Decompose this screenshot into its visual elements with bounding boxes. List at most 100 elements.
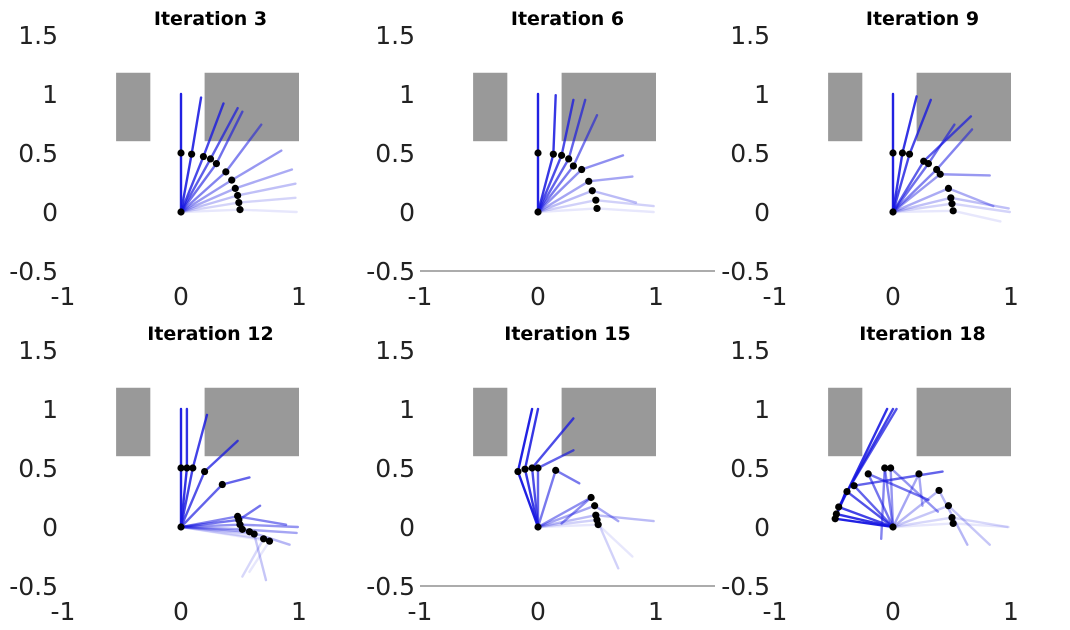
chart-panel-6: Iteration 18 -0.5 0 0.5 1 1.5 -1 0 1 bbox=[721, 323, 1019, 626]
elbow-joint bbox=[944, 502, 953, 510]
arm-link-2 bbox=[917, 472, 924, 507]
y-tick-label: 0.5 bbox=[375, 139, 415, 168]
x-tick-label: -1 bbox=[51, 282, 76, 311]
y-tick-label: 0 bbox=[399, 513, 415, 542]
arm-link-1 bbox=[179, 162, 218, 214]
y-tick-label: 0 bbox=[42, 513, 58, 542]
elbow-joint bbox=[250, 530, 258, 538]
arm-link-1 bbox=[536, 504, 596, 529]
arm-link-2 bbox=[234, 168, 294, 190]
base-joint bbox=[534, 208, 542, 216]
x-tick-label: 0 bbox=[173, 282, 189, 311]
elbow-joint bbox=[585, 177, 593, 185]
arm-link-2 bbox=[202, 102, 225, 158]
arm-link-1 bbox=[536, 164, 575, 214]
y-tick-label: 0.5 bbox=[18, 139, 58, 168]
arm-link-2 bbox=[580, 154, 625, 171]
elbow-joint bbox=[887, 464, 895, 472]
y-tick-label: 0 bbox=[754, 513, 770, 542]
arm-link-1 bbox=[536, 514, 598, 529]
y-tick-label: 0.5 bbox=[18, 454, 58, 483]
elbow-joint bbox=[843, 488, 851, 496]
elbow-joint bbox=[594, 521, 602, 529]
y-tick-label: 1 bbox=[42, 395, 58, 424]
elbow-joint bbox=[558, 151, 566, 159]
arm-link-2 bbox=[554, 469, 581, 485]
arm-link-1 bbox=[179, 170, 228, 214]
elbow-joint bbox=[201, 467, 209, 476]
arm-link-1 bbox=[179, 483, 224, 529]
obstacle-rect bbox=[561, 387, 656, 457]
elbow-joint bbox=[260, 535, 268, 543]
arm-link-2 bbox=[596, 523, 634, 558]
arm-link-1 bbox=[891, 152, 911, 214]
elbow-joint bbox=[534, 149, 542, 157]
elbow-joint bbox=[534, 464, 542, 472]
elbow-joint bbox=[905, 150, 914, 158]
arm-link-2 bbox=[889, 466, 940, 513]
obstacle-rect bbox=[828, 72, 863, 142]
elbow-joint bbox=[265, 537, 274, 545]
arm-link-1 bbox=[536, 180, 590, 214]
base-joint bbox=[177, 523, 185, 531]
arm-link-2 bbox=[591, 189, 638, 204]
elbow-joint bbox=[528, 464, 536, 472]
arm-link-2 bbox=[951, 522, 1010, 529]
elbow-joint bbox=[228, 176, 236, 184]
arm-link-1 bbox=[536, 189, 594, 214]
elbow-joint bbox=[235, 198, 243, 207]
y-tick-label: -0.5 bbox=[9, 572, 58, 601]
y-tick-label: -0.5 bbox=[9, 257, 58, 286]
elbow-joint bbox=[238, 525, 246, 533]
arm-link-2 bbox=[241, 537, 265, 578]
arm-link-1 bbox=[891, 173, 942, 214]
elbow-joint bbox=[593, 204, 601, 213]
arm-link-2 bbox=[516, 407, 534, 473]
arm-link-1 bbox=[179, 525, 251, 533]
arm-link-1 bbox=[845, 490, 895, 529]
y-tick-label: 0 bbox=[754, 198, 770, 227]
arm-link-1 bbox=[179, 470, 206, 529]
arm-link-2 bbox=[950, 202, 1012, 214]
y-tick-label: 0 bbox=[399, 198, 415, 227]
y-tick-label: 1 bbox=[42, 80, 58, 109]
arm-link-2 bbox=[595, 207, 655, 214]
arm-link-1 bbox=[536, 469, 557, 529]
elbow-joint bbox=[881, 464, 889, 472]
arm-link-2 bbox=[552, 93, 557, 156]
arm-link-2 bbox=[880, 466, 886, 540]
arm-link-2 bbox=[593, 504, 620, 523]
arm-link-2 bbox=[935, 128, 974, 171]
elbow-joint bbox=[236, 206, 244, 214]
arm-link-2 bbox=[560, 496, 593, 525]
base-joint bbox=[889, 208, 897, 216]
x-tick-label: 1 bbox=[291, 282, 307, 311]
elbow-joint bbox=[591, 502, 599, 510]
elbow-joint bbox=[206, 155, 215, 163]
arm-link-1 bbox=[179, 152, 193, 214]
elbow-joint bbox=[835, 503, 843, 511]
arm-link-1 bbox=[179, 525, 271, 543]
obstacle-rect bbox=[204, 387, 299, 457]
arm-link-1 bbox=[179, 523, 242, 529]
arm-link-1 bbox=[891, 504, 950, 529]
x-tick-label: 1 bbox=[291, 597, 307, 626]
elbow-joint bbox=[234, 191, 242, 200]
arm-link-1 bbox=[179, 201, 241, 214]
arm-link-2 bbox=[203, 439, 239, 473]
y-tick-label: 1.5 bbox=[730, 336, 770, 365]
elbow-joint bbox=[832, 510, 840, 518]
elbow-joint bbox=[578, 165, 586, 174]
arm-link-1 bbox=[179, 155, 205, 214]
arm-link-1 bbox=[891, 522, 955, 529]
y-tick-label: 0 bbox=[42, 198, 58, 227]
elbow-joint bbox=[188, 150, 196, 158]
elbow-joint bbox=[948, 200, 956, 208]
arm-link-1 bbox=[536, 168, 583, 214]
arm-link-1 bbox=[179, 525, 265, 540]
elbow-joint bbox=[565, 155, 573, 163]
arm-link-2 bbox=[901, 95, 918, 155]
arm-link-1 bbox=[891, 196, 953, 214]
base-joint bbox=[177, 208, 185, 216]
elbow-joint bbox=[587, 493, 595, 502]
